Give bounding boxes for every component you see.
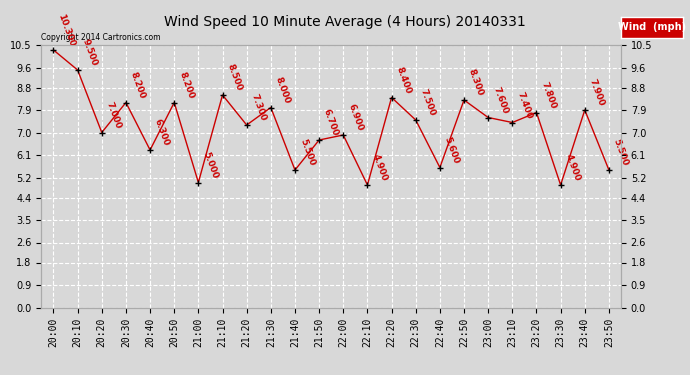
Point: [482, 114, 493, 120]
Point: [386, 94, 397, 100]
Text: 8.300: 8.300: [467, 68, 485, 98]
Text: 5.600: 5.600: [443, 135, 461, 165]
Text: 4.900: 4.900: [371, 153, 388, 183]
Text: Wind  (mph): Wind (mph): [618, 22, 686, 32]
Text: 5.500: 5.500: [298, 138, 316, 168]
Text: Copyright 2014 Cartronics.com: Copyright 2014 Cartronics.com: [41, 33, 161, 42]
Text: 8.200: 8.200: [129, 70, 147, 100]
Text: 7.600: 7.600: [491, 86, 509, 115]
Point: [72, 67, 83, 73]
Point: [313, 137, 324, 143]
Text: 7.000: 7.000: [105, 100, 123, 130]
Text: 7.800: 7.800: [540, 80, 558, 110]
Text: 7.900: 7.900: [588, 78, 606, 108]
Text: 5.000: 5.000: [201, 151, 219, 180]
Point: [145, 147, 156, 153]
Text: 10.300: 10.300: [57, 12, 77, 48]
Text: 7.300: 7.300: [250, 93, 268, 123]
Text: 9.500: 9.500: [81, 38, 99, 68]
Point: [217, 92, 228, 98]
Point: [603, 167, 614, 173]
Text: 6.300: 6.300: [153, 118, 171, 147]
Point: [168, 99, 179, 105]
Point: [193, 180, 204, 186]
Text: 8.200: 8.200: [177, 70, 195, 100]
Text: 5.500: 5.500: [612, 138, 630, 168]
Text: 7.400: 7.400: [515, 90, 533, 120]
Point: [410, 117, 421, 123]
Text: 8.500: 8.500: [226, 63, 244, 93]
Text: 4.900: 4.900: [564, 153, 582, 183]
Point: [506, 120, 518, 126]
Point: [531, 110, 542, 116]
Point: [458, 97, 469, 103]
Point: [265, 105, 276, 111]
Point: [48, 47, 59, 53]
Point: [96, 129, 107, 135]
Text: Wind Speed 10 Minute Average (4 Hours) 20140331: Wind Speed 10 Minute Average (4 Hours) 2…: [164, 15, 526, 29]
Text: 8.000: 8.000: [274, 76, 292, 105]
Point: [241, 122, 252, 128]
Text: 6.900: 6.900: [346, 103, 364, 132]
Point: [120, 99, 131, 105]
Point: [289, 167, 300, 173]
Point: [434, 165, 445, 171]
Point: [579, 107, 590, 113]
Text: 6.700: 6.700: [322, 108, 340, 138]
Point: [362, 182, 373, 188]
Text: 8.400: 8.400: [395, 65, 413, 95]
Text: 7.500: 7.500: [419, 88, 437, 117]
Point: [555, 182, 566, 188]
Point: [338, 132, 348, 138]
